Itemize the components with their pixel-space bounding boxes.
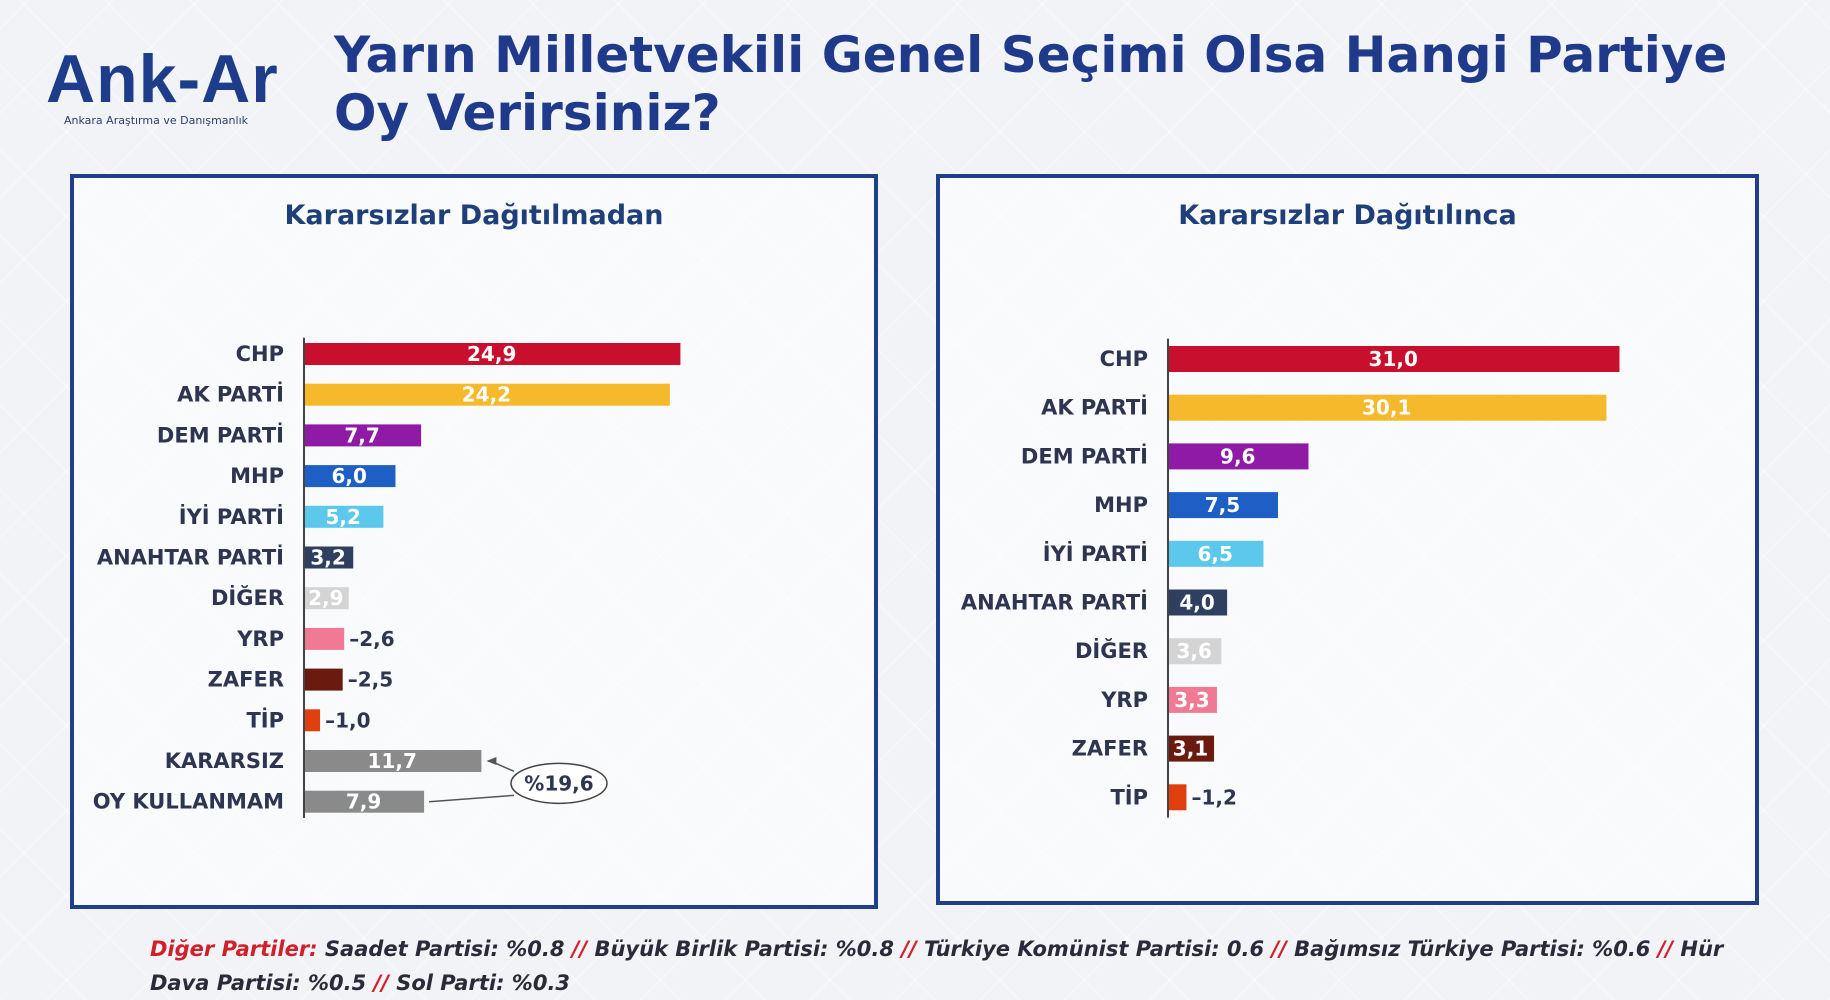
logo-subtitle: Ankara Araştırma ve Danışmanlık [64,114,248,127]
bar [1169,589,1228,616]
category-label: DİĞER [1075,638,1148,663]
bar [305,424,422,447]
category-label: MHP [1094,493,1148,517]
category-label: CHP [236,342,284,366]
data-label: 9,6 [1220,444,1255,468]
footnote-item: Hür Dava Partisi: %0.5 [150,937,1724,995]
footnote-item: Bağımsız Türkiye Partisi: %0.6 [1294,937,1651,961]
bar [305,383,670,406]
data-label: 3,3 [1174,688,1209,712]
footnote-item: Türkiye Komünist Partisi: 0.6 [923,937,1265,961]
chart-title: Kararsızlar Dağıtılınca [1178,200,1517,231]
data-label: 5,2 [325,505,360,529]
bar [305,505,384,528]
category-label: ZAFER [1072,737,1148,761]
footnote-separator: // [901,937,917,961]
category-label: İYİ PARTİ [179,504,284,529]
category-label: DEM PARTİ [1021,443,1148,468]
data-label: 3,2 [310,546,345,570]
bar [305,627,345,650]
category-label: CHP [1100,347,1148,371]
footnote-separator: // [1271,937,1287,961]
category-label: AK PARTİ [177,382,284,407]
category-label: KARARSIZ [165,749,284,773]
data-label: 7,7 [344,423,379,447]
annotation-text: %19,6 [524,771,593,795]
footnote-label: Diğer Partiler: [150,937,318,961]
bar [305,343,681,365]
data-label: 4,0 [1179,591,1214,615]
chart-title: Kararsızlar Dağıtılmadan [284,200,664,231]
footnote-separator: // [1657,937,1674,961]
category-label: YRP [236,627,284,651]
bar [1169,394,1607,421]
chart-panel-before: Kararsızlar Dağıtılmadan CHP 24,9 AK PARTİ… [70,174,878,909]
category-label: DEM PARTİ [157,422,284,447]
bar [1169,686,1217,713]
chart-panel-after: Kararsızlar Dağıtılınca CHP 31,0 AK PARTİ 3… [936,174,1759,905]
bar [1169,735,1215,762]
data-label: 7,9 [346,790,381,814]
category-label: İYİ PARTİ [1043,541,1148,566]
bar [305,668,343,691]
bar-chart-after: CHP 31,0 AK PARTİ 30,1 DEM PARTİ 9,6 MHP 7,5 İYİ… [961,338,1620,818]
bar [1169,638,1222,665]
data-label: 11,7 [368,749,417,773]
bar [305,587,349,610]
category-label: ANAHTAR PARTİ [961,590,1148,615]
data-label: 24,2 [462,383,511,407]
bar [305,750,482,772]
bar [1169,443,1309,470]
footnote-item: Saadet Partisi: %0.8 [324,937,565,961]
footnote-separator: // [373,971,389,995]
data-label: –1,2 [1191,785,1236,809]
bar [305,790,425,813]
bar [1169,784,1187,811]
category-label: ANAHTAR PARTİ [97,545,284,570]
annotation-ellipse [510,762,608,805]
category-label: DİĞER [211,585,284,610]
bar [1169,346,1620,372]
bar [305,465,396,488]
bar [305,546,354,569]
data-label: –1,0 [325,708,370,732]
category-label: TİP [246,707,284,732]
data-label: –2,5 [348,668,393,692]
page-title: Yarın Milletvekili Genel Seçimi Olsa Han… [334,26,1728,142]
category-label: ZAFER [208,668,284,692]
footnote-separator: // [571,937,588,961]
ankar-logo: Ank-Ar Ankara Araştırma ve Danışmanlık [42,28,302,138]
data-label: 31,0 [1369,347,1418,371]
data-label: 3,6 [1176,639,1211,663]
footnote-item: Büyük Birlik Partisi: %0.8 [594,937,895,961]
annotation-arrowhead [486,757,497,765]
data-label: 6,5 [1198,542,1233,566]
data-label: –2,6 [349,627,394,651]
category-label: TİP [1110,784,1148,809]
data-label: 6,0 [332,464,367,488]
annotation-connector [429,794,515,803]
data-label: 30,1 [1362,396,1411,420]
category-label: AK PARTİ [1041,395,1148,420]
data-label: 24,9 [467,342,516,366]
bar-chart-before: CHP 24,9 AK PARTİ 24,2 DEM PARTİ 7,7 MHP 6,0 İYİ… [93,337,681,819]
category-label: MHP [230,464,284,488]
bar [305,709,321,732]
logo-text: Ank-Ar [46,41,279,117]
bar [1169,492,1278,519]
category-label: YRP [1100,688,1148,712]
footnote: Diğer Partiler: Saadet Partisi: %0.8 // … [150,932,1730,1000]
data-label: 2,9 [308,586,343,610]
bar [1169,540,1264,567]
category-label: OY KULLANMAM [93,790,284,814]
footnote-item: Sol Parti: %0.3 [396,971,571,995]
data-label: 7,5 [1205,493,1240,517]
data-label: 3,1 [1173,737,1208,761]
